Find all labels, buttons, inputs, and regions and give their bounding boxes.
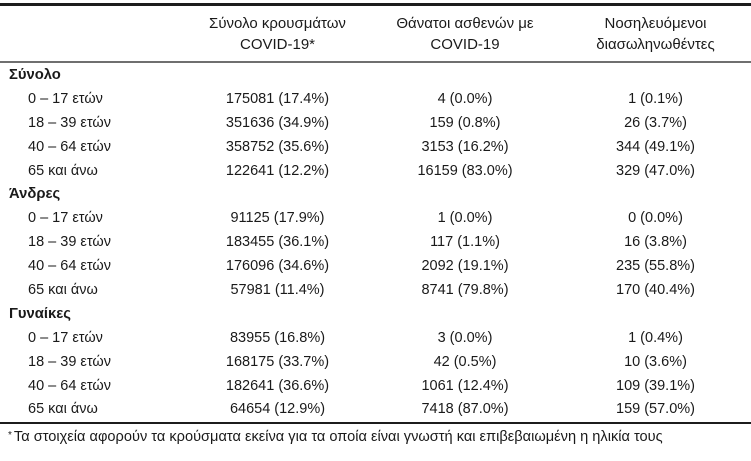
header-intubated-line2: διασωληνωθέντες: [596, 36, 715, 53]
intubated-value: 1 (0.1%): [628, 90, 683, 107]
age-group-label: 65 και άνω: [28, 162, 98, 179]
covid-age-table: Σύνολο κρουσμάτων COVID-19* Θάνατοι ασθε…: [0, 3, 751, 447]
header-total-cases-line1: Σύνολο κρουσμάτων: [209, 15, 346, 32]
table-row: 40 – 64 ετών 358752 (35.6%) 3153 (16.2%)…: [0, 135, 751, 159]
table-row: 0 – 17 ετών 83955 (16.8%) 3 (0.0%) 1 (0.…: [0, 326, 751, 350]
age-group-label: 0 – 17 ετών: [28, 329, 103, 346]
cases-value: 168175 (33.7%): [225, 353, 330, 370]
header-total-cases: Σύνολο κρουσμάτων COVID-19*: [185, 13, 370, 55]
table-row: 65 και άνω 122641 (12.2%) 16159 (83.0%) …: [0, 159, 751, 183]
deaths-value: 4 (0.0%): [437, 90, 493, 107]
section-header-row: Γυναίκες: [0, 302, 751, 326]
cases-value: 183455 (36.1%): [225, 234, 330, 251]
table-row: 18 – 39 ετών 183455 (36.1%) 117 (1.1%) 1…: [0, 230, 751, 254]
intubated-value: 26 (3.7%): [624, 114, 687, 131]
deaths-value: 7418 (87.0%): [421, 401, 509, 418]
table-footnote: * Τα στοιχεία αφορούν τα κρούσματα εκείνα…: [0, 422, 751, 447]
age-group-label: 40 – 64 ετών: [28, 258, 111, 275]
age-group-label: 18 – 39 ετών: [28, 353, 111, 370]
cases-value: 57981 (11.4%): [230, 281, 325, 298]
deaths-value: 1 (0.0%): [437, 210, 493, 227]
deaths-value: 117 (1.1%): [430, 234, 500, 251]
cases-value: 91125 (17.9%): [230, 210, 325, 227]
intubated-value: 344 (49.1%): [616, 138, 695, 155]
intubated-value: 329 (47.0%): [616, 162, 695, 179]
table-header: Σύνολο κρουσμάτων COVID-19* Θάνατοι ασθε…: [0, 6, 751, 63]
table-row: 18 – 39 ετών 168175 (33.7%) 42 (0.5%) 10…: [0, 350, 751, 374]
section-label-women: Γυναίκες: [9, 305, 71, 322]
cases-value: 64654 (12.9%): [229, 401, 326, 418]
section-label-total: Σύνολο: [9, 66, 61, 83]
intubated-value: 235 (55.8%): [616, 258, 695, 275]
table-row: 65 και άνω 64654 (12.9%) 7418 (87.0%) 15…: [0, 397, 751, 421]
footnote-asterisk: *: [8, 430, 12, 442]
intubated-value: 159 (57.0%): [616, 401, 695, 418]
cases-value: 83955 (16.8%): [229, 329, 326, 346]
deaths-value: 8741 (79.8%): [421, 281, 509, 298]
deaths-value: 2092 (19.1%): [421, 258, 509, 275]
cases-value: 175081 (17.4%): [225, 90, 330, 107]
table-row: 18 – 39 ετών 351636 (34.9%) 159 (0.8%) 2…: [0, 111, 751, 135]
table-row: 40 – 64 ετών 176096 (34.6%) 2092 (19.1%)…: [0, 254, 751, 278]
deaths-value: 1061 (12.4%): [421, 377, 509, 394]
age-group-label: 18 – 39 ετών: [28, 234, 111, 251]
age-group-label: 65 και άνω: [28, 401, 98, 418]
deaths-value: 3 (0.0%): [437, 329, 493, 346]
deaths-value: 3153 (16.2%): [421, 138, 509, 155]
intubated-value: 109 (39.1%): [616, 377, 695, 394]
intubated-value: 1 (0.4%): [628, 329, 683, 346]
age-group-label: 40 – 64 ετών: [28, 377, 111, 394]
cases-value: 182641 (36.6%): [225, 377, 330, 394]
cases-value: 351636 (34.9%): [225, 114, 330, 131]
table-row: 40 – 64 ετών 182641 (36.6%) 1061 (12.4%)…: [0, 374, 751, 398]
header-deaths: Θάνατοι ασθενών με COVID-19: [370, 13, 560, 55]
intubated-value: 10 (3.6%): [624, 353, 687, 370]
intubated-value: 0 (0.0%): [628, 210, 683, 227]
header-intubated: Νοσηλευόμενοι διασωληνωθέντες: [560, 13, 751, 55]
age-group-label: 40 – 64 ετών: [28, 138, 111, 155]
table-row: 0 – 17 ετών 91125 (17.9%) 1 (0.0%) 0 (0.…: [0, 206, 751, 230]
cases-value: 122641 (12.2%): [225, 162, 330, 179]
intubated-value: 16 (3.8%): [624, 234, 687, 251]
deaths-value: 159 (0.8%): [429, 114, 501, 131]
intubated-value: 170 (40.4%): [616, 281, 695, 298]
age-group-label: 65 και άνω: [28, 281, 98, 298]
header-total-cases-line2: COVID-19*: [239, 36, 316, 53]
deaths-value: 42 (0.5%): [433, 353, 497, 370]
table-row: 0 – 17 ετών 175081 (17.4%) 4 (0.0%) 1 (0…: [0, 87, 751, 111]
footnote-text: Τα στοιχεία αφορούν τα κρούσματα εκείνα …: [13, 429, 663, 446]
age-group-label: 18 – 39 ετών: [28, 114, 111, 131]
cases-value: 358752 (35.6%): [225, 138, 330, 155]
deaths-value: 16159 (83.0%): [417, 162, 513, 179]
header-deaths-line1: Θάνατοι ασθενών με: [396, 15, 534, 32]
section-header-row: Σύνολο: [0, 63, 751, 87]
age-group-label: 0 – 17 ετών: [28, 210, 103, 227]
age-group-label: 0 – 17 ετών: [28, 90, 103, 107]
section-label-men: Άνδρες: [9, 186, 61, 203]
header-intubated-line1: Νοσηλευόμενοι: [604, 15, 707, 32]
cases-value: 176096 (34.6%): [225, 258, 330, 275]
section-header-row: Άνδρες: [0, 182, 751, 206]
table-row: 65 και άνω 57981 (11.4%) 8741 (79.8%) 17…: [0, 278, 751, 302]
header-deaths-line2: COVID-19: [430, 36, 500, 53]
